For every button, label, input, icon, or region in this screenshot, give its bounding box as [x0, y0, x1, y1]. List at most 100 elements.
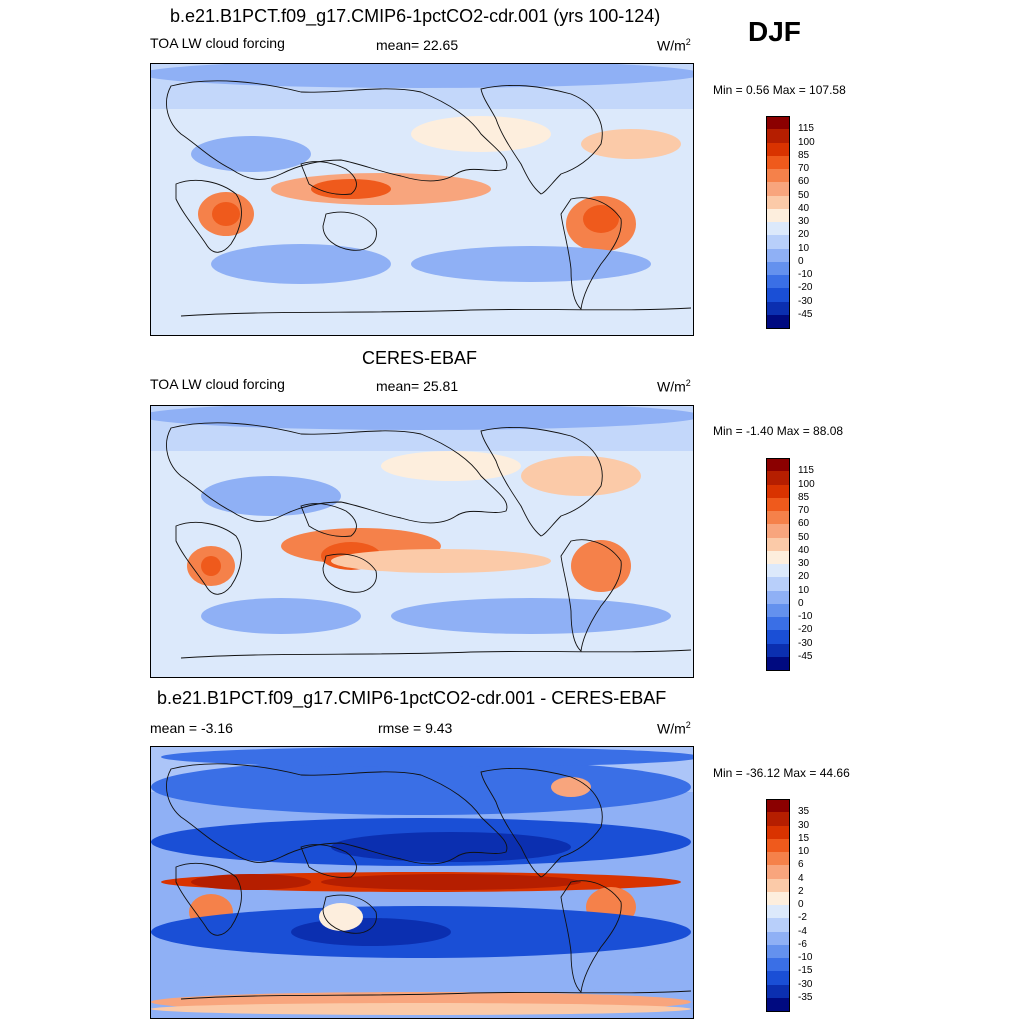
colorbar-swatch	[766, 997, 790, 1012]
colorbar-swatch	[766, 971, 790, 986]
panel-3-mean: mean = -3.16	[150, 720, 233, 736]
colorbar-level-label: 35	[798, 806, 810, 818]
colorbar-level-label: 50	[798, 189, 810, 201]
panel-1-units: W/m2	[657, 37, 691, 54]
panel-3-minmax: Min = -36.12 Max = 44.66	[713, 766, 850, 780]
map-field	[151, 406, 693, 677]
panel-3-rmse: rmse = 9.43	[378, 720, 453, 736]
colorbar-swatch	[766, 511, 790, 526]
colorbar-level-label: -20	[798, 282, 813, 294]
colorbar-level-label: 4	[798, 872, 804, 884]
panel-2-units: W/m2	[657, 378, 691, 395]
colorbar-swatch	[766, 169, 790, 184]
colorbar-level-label: 115	[798, 465, 814, 477]
colorbar-swatch	[766, 643, 790, 658]
colorbar-swatch	[766, 825, 790, 840]
colorbar-swatch	[766, 524, 790, 539]
colorbar-swatch	[766, 984, 790, 999]
colorbar-level-label: 10	[798, 242, 810, 254]
colorbar-level-label: 30	[798, 558, 810, 569]
colorbar-swatch	[766, 248, 790, 263]
panel-2-map	[150, 405, 694, 678]
colorbar-swatch	[766, 865, 790, 880]
colorbar-swatch	[766, 537, 790, 552]
colorbar-level-label: -35	[798, 991, 813, 1003]
panel-2-minmax: Min = -1.40 Max = 88.08	[713, 424, 844, 438]
colorbar-swatch	[766, 891, 790, 906]
colorbar-swatch	[766, 484, 790, 499]
colorbar-swatch	[766, 931, 790, 946]
colorbar-swatch	[766, 852, 790, 867]
colorbar-level-label: -45	[798, 650, 813, 662]
colorbar-level-label: 100	[798, 478, 815, 490]
panel-1-variable: TOA LW cloud forcing	[150, 35, 285, 51]
panel-3-title: b.e21.B1PCT.f09_g17.CMIP6-1pctCO2-cdr.00…	[157, 688, 667, 708]
colorbar-swatch	[766, 129, 790, 144]
colorbar-level-label: -4	[798, 925, 807, 937]
colorbar-swatch	[766, 918, 790, 933]
colorbar-level-label: -15	[798, 965, 813, 977]
colorbar-level-label: 100	[798, 136, 815, 148]
panel-2-variable: TOA LW cloud forcing	[150, 376, 285, 392]
colorbar-swatch	[766, 656, 790, 671]
colorbar-swatch	[766, 590, 790, 605]
colorbar-swatch	[766, 550, 790, 565]
colorbar-level-label: 115	[798, 123, 814, 135]
colorbar-level-label: -30	[798, 637, 813, 649]
colorbar-swatch	[766, 958, 790, 973]
colorbar-swatch	[766, 944, 790, 959]
colorbar-level-label: 20	[798, 571, 810, 583]
colorbar-level-label: 15	[798, 832, 810, 844]
colorbar-swatch	[766, 564, 790, 579]
colorbar-level-label: 2	[798, 885, 804, 897]
colorbar-swatch	[766, 617, 790, 632]
colorbar-swatch	[766, 630, 790, 645]
colorbar-swatch	[766, 838, 790, 853]
colorbar-level-label: 70	[798, 505, 810, 516]
colorbar-swatch	[766, 603, 790, 618]
panel-1-colorbar: 115 100 85 70 60 50 40 30 20 10 0 -10 -20 -30 -45	[766, 116, 866, 329]
panel-1-map	[150, 63, 694, 336]
colorbar-level-label: -10	[798, 611, 813, 622]
colorbar-level-label: 0	[798, 899, 804, 910]
colorbar-level-label: -2	[798, 912, 807, 924]
colorbar-level-label: 30	[798, 819, 810, 831]
colorbar-swatch	[766, 235, 790, 250]
panel-2-title: CERES-EBAF	[362, 348, 478, 368]
panel-1-title: b.e21.B1PCT.f09_g17.CMIP6-1pctCO2-cdr.00…	[170, 6, 661, 26]
colorbar-swatch	[766, 261, 790, 276]
colorbar-level-label: 0	[798, 597, 804, 609]
colorbar-swatch	[766, 497, 790, 512]
panel-1-mean: mean= 22.65	[376, 37, 459, 53]
colorbar-swatch	[766, 314, 790, 329]
colorbar-swatch	[766, 288, 790, 303]
colorbar-level-label: 50	[798, 531, 810, 543]
colorbar-swatch	[766, 195, 790, 210]
colorbar-level-label: 70	[798, 163, 810, 174]
map-field	[151, 747, 693, 1018]
colorbar-level-label: 20	[798, 229, 810, 241]
panel-3-map	[150, 746, 694, 1019]
colorbar-level-label: -30	[798, 295, 813, 307]
colorbar-level-label: 10	[798, 846, 810, 857]
colorbar-level-label: 0	[798, 255, 804, 267]
panel-2-mean: mean= 25.81	[376, 378, 459, 394]
colorbar-level-label: 85	[798, 491, 810, 503]
colorbar-level-label: -10	[798, 269, 813, 280]
colorbar-swatch	[766, 905, 790, 920]
colorbar-level-label: 40	[798, 202, 810, 214]
map-field	[151, 64, 693, 335]
colorbar-level-label: -10	[798, 952, 813, 963]
colorbar-swatch	[766, 878, 790, 893]
colorbar-level-label: 60	[798, 518, 810, 530]
panel-3-colorbar: 35 30 15 10 6 4 2 0 -2 -4 -6 -10 -15 -30 -35	[766, 799, 866, 1012]
colorbar-swatch	[766, 208, 790, 223]
colorbar-level-label: 10	[798, 584, 810, 596]
colorbar-swatch	[766, 471, 790, 486]
colorbar-level-label: -6	[798, 938, 807, 950]
colorbar-swatch	[766, 812, 790, 827]
colorbar-level-label: 40	[798, 544, 810, 556]
colorbar-level-label: -30	[798, 978, 813, 990]
season-label: DJF	[748, 16, 801, 47]
colorbar-level-label: -20	[798, 624, 813, 636]
